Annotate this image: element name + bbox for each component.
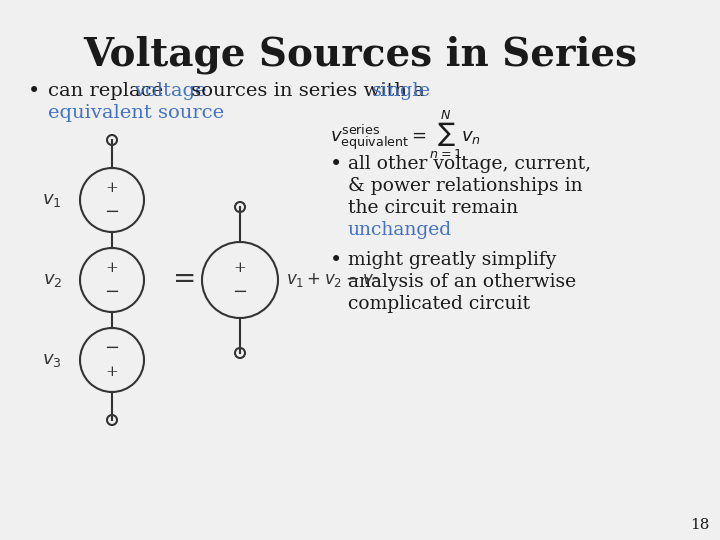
Text: =: =: [174, 267, 197, 294]
Text: unchanged: unchanged: [348, 221, 452, 239]
Text: −: −: [104, 203, 120, 221]
Text: •: •: [330, 251, 342, 270]
Text: $v_2$: $v_2$: [42, 271, 62, 289]
Text: complicated circuit: complicated circuit: [348, 295, 530, 313]
Text: −: −: [104, 283, 120, 301]
Text: might greatly simplify: might greatly simplify: [348, 251, 557, 269]
Text: analysis of an otherwise: analysis of an otherwise: [348, 273, 576, 291]
Text: all other voltage, current,: all other voltage, current,: [348, 155, 591, 173]
Text: 18: 18: [690, 518, 710, 532]
Text: $v_3$: $v_3$: [42, 351, 62, 369]
Text: can replace: can replace: [48, 82, 169, 100]
Text: sources in series with a: sources in series with a: [185, 82, 431, 100]
Text: •: •: [330, 155, 342, 174]
Text: $v_{\rm equivalent}^{\rm series}$$= \sum_{n=1}^{N} v_n$: $v_{\rm equivalent}^{\rm series}$$= \sum…: [330, 108, 481, 161]
Text: +: +: [233, 261, 246, 275]
Text: +: +: [106, 181, 118, 195]
Text: the circuit remain: the circuit remain: [348, 199, 518, 217]
Text: equivalent source: equivalent source: [48, 104, 224, 122]
Text: +: +: [106, 261, 118, 275]
Text: & power relationships in: & power relationships in: [348, 177, 582, 195]
Text: $v_1$: $v_1$: [42, 191, 62, 209]
Text: voltage: voltage: [135, 82, 207, 100]
Text: •: •: [28, 82, 40, 101]
Text: $v_1 + v_2 - v_3$: $v_1 + v_2 - v_3$: [286, 271, 381, 289]
Text: −: −: [233, 283, 248, 301]
Text: single: single: [372, 82, 431, 100]
Text: −: −: [104, 339, 120, 357]
Text: +: +: [106, 365, 118, 379]
Text: Voltage Sources in Series: Voltage Sources in Series: [83, 35, 637, 73]
